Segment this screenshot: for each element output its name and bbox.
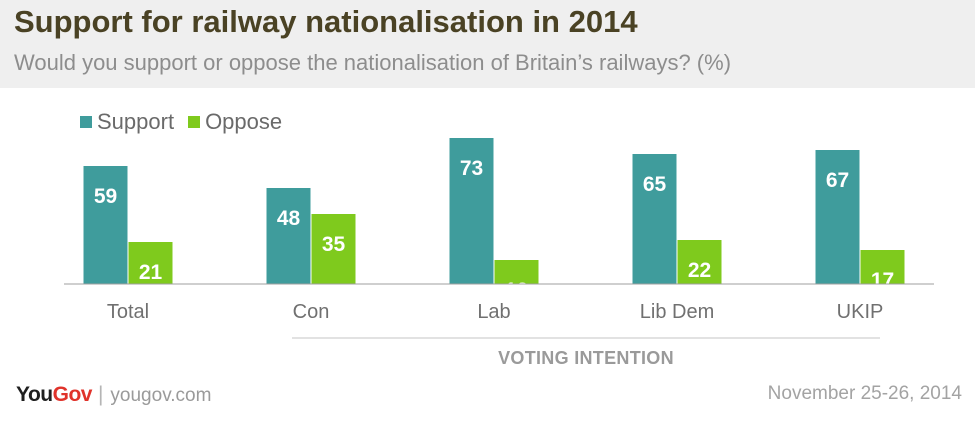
x-tick-label: Lib Dem bbox=[640, 301, 714, 323]
data-label-support: 48 bbox=[277, 207, 301, 230]
legend-swatch-support bbox=[80, 116, 92, 128]
chart-title: Support for railway nationalisation in 2… bbox=[14, 4, 638, 39]
data-label-support: 59 bbox=[94, 185, 117, 208]
bar-support bbox=[815, 150, 860, 284]
data-label-support: 73 bbox=[460, 157, 483, 180]
bar-oppose bbox=[860, 250, 905, 284]
chart-subtitle: Would you support or oppose the national… bbox=[14, 50, 732, 75]
survey-date: November 25-26, 2014 bbox=[767, 383, 962, 404]
bar-oppose bbox=[128, 242, 173, 284]
legend-swatch-oppose bbox=[188, 116, 201, 128]
data-label-oppose: 21 bbox=[139, 261, 163, 284]
legend: Support Oppose bbox=[80, 109, 296, 135]
logo-you: You bbox=[16, 383, 53, 406]
legend-label-support: Support bbox=[97, 109, 175, 134]
logo-gov: Gov bbox=[52, 383, 93, 406]
data-label-oppose: 12 bbox=[505, 279, 528, 302]
x-tick-label: Lab bbox=[477, 301, 510, 323]
bar-support bbox=[449, 138, 494, 284]
header: Support for railway nationalisation in 2… bbox=[0, 0, 975, 88]
voting-intention-label: VOTING INTENTION bbox=[498, 348, 674, 368]
data-label-oppose: 17 bbox=[871, 269, 894, 292]
legend-item-support: Support bbox=[80, 109, 174, 135]
data-label-support: 65 bbox=[643, 173, 667, 196]
logo-separator: | bbox=[97, 383, 104, 406]
yougov-logo: You Gov | yougov.com bbox=[16, 383, 211, 407]
legend-item-oppose: Oppose bbox=[188, 109, 282, 135]
data-label-oppose: 35 bbox=[322, 233, 346, 256]
bar-support bbox=[83, 166, 128, 284]
bar-oppose bbox=[494, 260, 539, 284]
bar-oppose bbox=[677, 240, 722, 284]
x-tick-label: Con bbox=[293, 301, 330, 323]
website-link[interactable]: yougov.com bbox=[110, 385, 212, 406]
data-label-support: 67 bbox=[826, 169, 849, 192]
bar-support bbox=[632, 154, 677, 284]
bar-support bbox=[266, 188, 311, 284]
legend-label-oppose: Oppose bbox=[205, 109, 283, 134]
x-tick-label: Total bbox=[107, 301, 149, 323]
data-label-oppose: 22 bbox=[688, 259, 711, 282]
bar-oppose bbox=[311, 214, 356, 284]
x-tick-label: UKIP bbox=[837, 301, 884, 323]
